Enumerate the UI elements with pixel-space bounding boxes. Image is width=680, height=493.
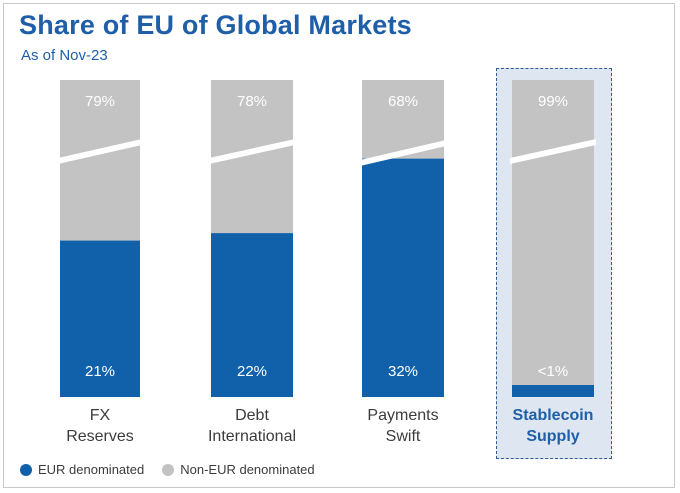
label-non-eur-debt-international: 78% — [237, 93, 267, 110]
legend-label-non-eur: Non-EUR denominated — [180, 462, 315, 477]
axis-break-payments-swift — [360, 140, 446, 166]
category-label-stablecoin-supply: Stablecoin Supply — [493, 405, 613, 447]
chart-subtitle: As of Nov-23 — [21, 47, 108, 64]
label-eur-stablecoin-supply: <1% — [538, 363, 568, 380]
category-label-debt-international: Debt International — [192, 405, 312, 447]
legend-swatch-non-eur — [162, 463, 175, 476]
axis-break-stablecoin-supply — [510, 139, 596, 164]
category-label-payments-swift: Payments Swift — [343, 405, 463, 447]
legend-label-eur: EUR denominated — [38, 462, 145, 477]
label-non-eur-payments-swift: 68% — [388, 93, 418, 110]
category-label-line: Payments — [367, 407, 439, 424]
category-label-line: Debt — [235, 407, 269, 424]
category-label-line: Supply — [526, 428, 580, 445]
category-label-line: FX — [89, 407, 111, 424]
bar-eur-debt-international — [211, 233, 293, 397]
label-eur-fx-reserves: 21% — [85, 363, 115, 380]
label-non-eur-fx-reserves: 79% — [85, 93, 115, 110]
category-label-line: International — [207, 428, 297, 445]
label-eur-debt-international: 22% — [237, 363, 267, 380]
label-non-eur-stablecoin-supply: 99% — [538, 93, 568, 110]
bar-eur-fx-reserves — [60, 240, 140, 397]
legend-swatch-eur — [20, 463, 32, 476]
legend-item-eur: EUR denominated — [20, 462, 144, 477]
label-eur-payments-swift: 32% — [388, 363, 418, 380]
bar-eur-stablecoin-supply — [512, 385, 594, 397]
axis-break-fx-reserves — [58, 139, 142, 164]
legend: EUR denominated Non-EUR denominated — [20, 462, 333, 477]
chart-title: Share of EU of Global Markets — [19, 10, 412, 40]
bar-eur-payments-swift — [362, 158, 444, 397]
bar-non-eur-stablecoin-supply — [512, 80, 594, 385]
axis-break-debt-international — [209, 139, 295, 164]
category-label-line: Swift — [385, 428, 421, 445]
legend-item-non-eur: Non-EUR denominated — [162, 462, 315, 477]
category-label-line: Reserves — [66, 428, 134, 445]
category-label-fx-reserves: FX Reserves — [40, 405, 160, 447]
category-label-line: Stablecoin — [512, 407, 594, 424]
